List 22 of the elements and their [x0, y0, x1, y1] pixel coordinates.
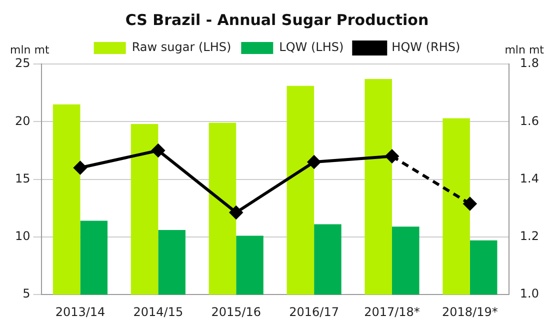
- legend-label: HQW (RHS): [392, 40, 460, 54]
- chart-title: CS Brazil - Annual Sugar Production: [125, 10, 429, 29]
- y-tick-label: 5: [22, 286, 30, 301]
- y2-tick-label: 1.8: [520, 56, 540, 70]
- y-tick-label: 20: [14, 114, 30, 128]
- x-tick-label: 2017/18*: [364, 304, 420, 319]
- x-tick-label: 2013/14: [55, 304, 106, 319]
- legend-label: LQW (LHS): [279, 40, 344, 54]
- legend-label: Raw sugar (LHS): [132, 40, 232, 54]
- x-tick-label: 2015/16: [211, 304, 262, 319]
- x-tick-label: 2016/17: [289, 304, 339, 319]
- y-tick-label: 10: [14, 229, 30, 244]
- y2-axis-title: mln mt: [504, 43, 545, 56]
- y2-tick-label: 1.4: [520, 171, 540, 186]
- y-tick-label: 25: [14, 56, 30, 70]
- x-tick-label: 2014/15: [133, 304, 184, 319]
- y-axis-title: mln mt: [10, 43, 50, 56]
- y2-tick-label: 1.2: [520, 229, 540, 244]
- y2-tick-label: 1.0: [520, 286, 540, 301]
- x-tick-label: 2018/19*: [442, 304, 498, 319]
- y2-tick-label: 1.6: [520, 114, 540, 128]
- y-tick-label: 15: [14, 171, 30, 186]
